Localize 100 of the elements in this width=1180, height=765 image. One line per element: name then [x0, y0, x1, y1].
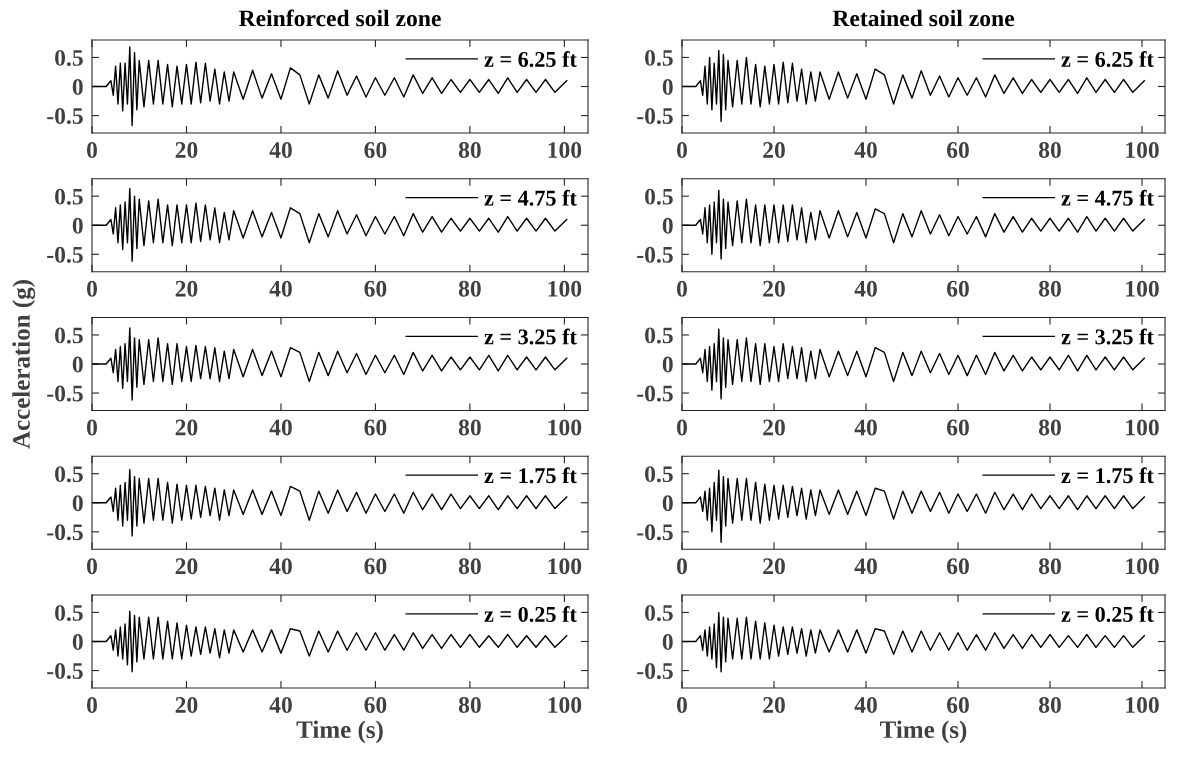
- x-tick-label: 0: [677, 142, 687, 158]
- legend-label: z = 6.25 ft: [1061, 51, 1154, 67]
- y-tick-label: 0: [662, 633, 673, 650]
- x-tick-label: 100: [1126, 142, 1159, 158]
- y-tick-label: -0.5: [47, 663, 83, 680]
- legend-label: z = 0.25 ft: [1061, 606, 1154, 622]
- x-tick-label: 80: [458, 419, 481, 436]
- legend-label: z = 3.25 ft: [1061, 328, 1154, 345]
- x-tick-label: 0: [677, 558, 687, 575]
- y-tick-label: -0.5: [637, 108, 673, 125]
- y-tick-label: -0.5: [637, 385, 673, 402]
- x-tick-label: 0: [677, 697, 687, 713]
- x-tick-label: 40: [854, 419, 877, 436]
- x-tick-label: 40: [854, 558, 877, 575]
- x-tick-label: 80: [458, 697, 481, 713]
- x-tick-label: 20: [763, 697, 785, 713]
- x-tick-label: 20: [763, 280, 785, 297]
- legend-label: z = 1.75 ft: [1061, 467, 1154, 484]
- x-tick-label: 0: [87, 558, 97, 575]
- x-tick-label: 100: [1126, 697, 1159, 713]
- x-tick-label: 100: [1126, 280, 1159, 297]
- chart-title: Retained soil zone: [832, 9, 1015, 27]
- x-tick-label: 40: [269, 558, 292, 575]
- chart-title: Reinforced soil zone: [238, 9, 441, 27]
- y-tick-label: -0.5: [637, 663, 673, 680]
- y-tick-label: 0: [72, 495, 83, 512]
- y-tick-label: 0: [72, 633, 83, 650]
- x-tick-label: 20: [175, 280, 198, 297]
- x-tick-label: 60: [947, 697, 969, 713]
- y-tick-label: 0: [72, 217, 83, 234]
- y-tick-label: 0: [662, 356, 673, 373]
- y-axis-title: Acceleration (g): [12, 280, 36, 449]
- x-tick-label: 80: [1038, 280, 1061, 297]
- x-tick-label: 100: [548, 280, 582, 297]
- x-tick-label: 20: [175, 558, 198, 575]
- legend-label: z = 3.25 ft: [484, 328, 577, 345]
- x-tick-label: 0: [87, 142, 97, 158]
- y-tick-label: 0: [72, 356, 83, 373]
- x-tick-label: 40: [269, 419, 292, 436]
- x-tick-label: 100: [548, 697, 582, 713]
- x-tick-label: 60: [947, 419, 969, 436]
- x-tick-label: 80: [1038, 558, 1061, 575]
- x-tick-label: 100: [1126, 558, 1159, 575]
- x-tick-label: 20: [763, 142, 785, 158]
- x-tick-label: 60: [364, 280, 387, 297]
- y-tick-label: -0.5: [47, 108, 83, 125]
- x-tick-label: 80: [458, 280, 481, 297]
- x-tick-label: 0: [87, 419, 97, 436]
- y-tick-label: -0.5: [47, 385, 83, 402]
- x-axis-title: Time (s): [880, 720, 967, 744]
- y-tick-label: 0.5: [645, 188, 673, 205]
- legend-label: z = 4.75 ft: [484, 189, 577, 206]
- x-axis-title: Time (s): [296, 720, 383, 744]
- x-tick-label: 60: [364, 558, 387, 575]
- y-tick-label: 0: [662, 78, 673, 95]
- y-tick-label: -0.5: [637, 524, 673, 541]
- y-tick-label: 0.5: [55, 49, 83, 66]
- y-tick-label: 0.5: [55, 604, 83, 621]
- x-tick-label: 80: [1038, 419, 1061, 436]
- x-tick-label: 40: [854, 142, 877, 158]
- y-tick-label: -0.5: [637, 246, 673, 263]
- y-tick-label: -0.5: [47, 524, 83, 541]
- y-tick-label: -0.5: [47, 246, 83, 263]
- y-tick-label: 0.5: [55, 188, 83, 205]
- x-tick-label: 0: [87, 280, 97, 297]
- x-tick-label: 40: [854, 280, 877, 297]
- x-tick-label: 100: [548, 142, 582, 158]
- x-tick-label: 100: [1126, 419, 1159, 436]
- legend-label: z = 4.75 ft: [1061, 189, 1154, 206]
- x-tick-label: 100: [548, 558, 582, 575]
- x-tick-label: 60: [947, 142, 969, 158]
- x-tick-label: 80: [1038, 697, 1061, 713]
- y-tick-label: 0.5: [645, 604, 673, 621]
- x-tick-label: 100: [548, 419, 582, 436]
- x-tick-label: 60: [364, 697, 387, 713]
- x-tick-label: 0: [677, 280, 687, 297]
- x-tick-label: 40: [854, 697, 877, 713]
- x-tick-label: 40: [269, 280, 292, 297]
- x-tick-label: 20: [175, 142, 198, 158]
- x-tick-label: 20: [175, 419, 198, 436]
- y-tick-label: 0.5: [55, 327, 83, 344]
- x-tick-label: 80: [458, 142, 481, 158]
- x-tick-label: 20: [763, 419, 785, 436]
- x-tick-label: 40: [269, 697, 292, 713]
- y-tick-label: 0.5: [645, 466, 673, 483]
- legend-label: z = 6.25 ft: [484, 51, 577, 67]
- x-tick-label: 20: [763, 558, 785, 575]
- x-tick-label: 60: [364, 419, 387, 436]
- x-tick-label: 80: [1038, 142, 1061, 158]
- y-tick-label: 0.5: [645, 327, 673, 344]
- x-tick-label: 60: [947, 280, 969, 297]
- y-tick-label: 0: [662, 495, 673, 512]
- legend-label: z = 1.75 ft: [484, 467, 577, 484]
- y-tick-label: 0.5: [55, 466, 83, 483]
- x-tick-label: 60: [947, 558, 969, 575]
- x-tick-label: 0: [87, 697, 97, 713]
- x-tick-label: 60: [364, 142, 387, 158]
- x-tick-label: 0: [677, 419, 687, 436]
- legend-label: z = 0.25 ft: [484, 606, 577, 622]
- x-tick-label: 80: [458, 558, 481, 575]
